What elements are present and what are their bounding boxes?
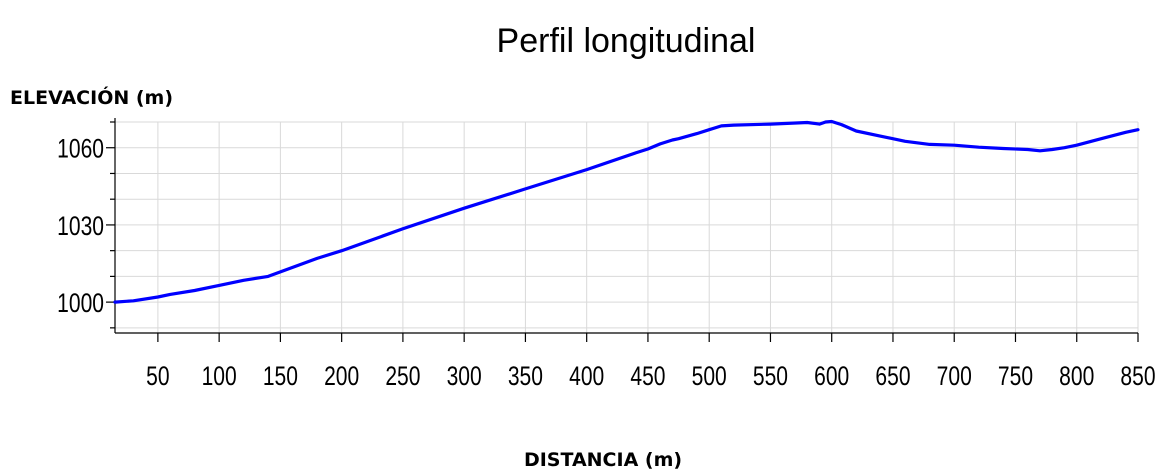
chart-title: Perfil longitudinal bbox=[497, 22, 756, 60]
elevation-series-line-0 bbox=[113, 119, 1140, 304]
x-tick-label-700: 700 bbox=[937, 362, 972, 392]
y-tick-label-1030: 1030 bbox=[57, 212, 104, 242]
tick-labels: 50 100 150 200 250 300 350 400 450 500 550 600 650 70… bbox=[57, 134, 1155, 391]
x-tick-label-250: 250 bbox=[385, 362, 420, 392]
x-tick-label-400: 400 bbox=[569, 362, 604, 392]
y-tick-label-1000: 1000 bbox=[57, 289, 104, 319]
x-tick-label-350: 350 bbox=[508, 362, 543, 392]
y-axis-label: ELEVACIÓN (m) bbox=[10, 85, 173, 109]
x-tick-label-500: 500 bbox=[692, 362, 727, 392]
x-tick-label-300: 300 bbox=[447, 362, 482, 392]
x-tick-label-200: 200 bbox=[324, 362, 359, 392]
x-tick-label-850: 850 bbox=[1120, 362, 1155, 392]
x-tick-label-450: 450 bbox=[630, 362, 665, 392]
y-tick-label-1060: 1060 bbox=[57, 134, 104, 164]
x-tick-label-550: 550 bbox=[753, 362, 788, 392]
x-tick-label-50: 50 bbox=[146, 362, 169, 392]
x-tick-label-100: 100 bbox=[202, 362, 237, 392]
x-axis-label: DISTANCIA (m) bbox=[524, 449, 682, 471]
grid-lines bbox=[115, 121, 1139, 333]
x-tick-label-150: 150 bbox=[263, 362, 298, 392]
series-layer bbox=[113, 119, 1140, 304]
axes bbox=[106, 118, 1139, 342]
x-tick-label-800: 800 bbox=[1059, 362, 1094, 392]
x-tick-label-600: 600 bbox=[814, 362, 849, 392]
x-tick-label-650: 650 bbox=[875, 362, 910, 392]
x-tick-label-750: 750 bbox=[998, 362, 1033, 392]
